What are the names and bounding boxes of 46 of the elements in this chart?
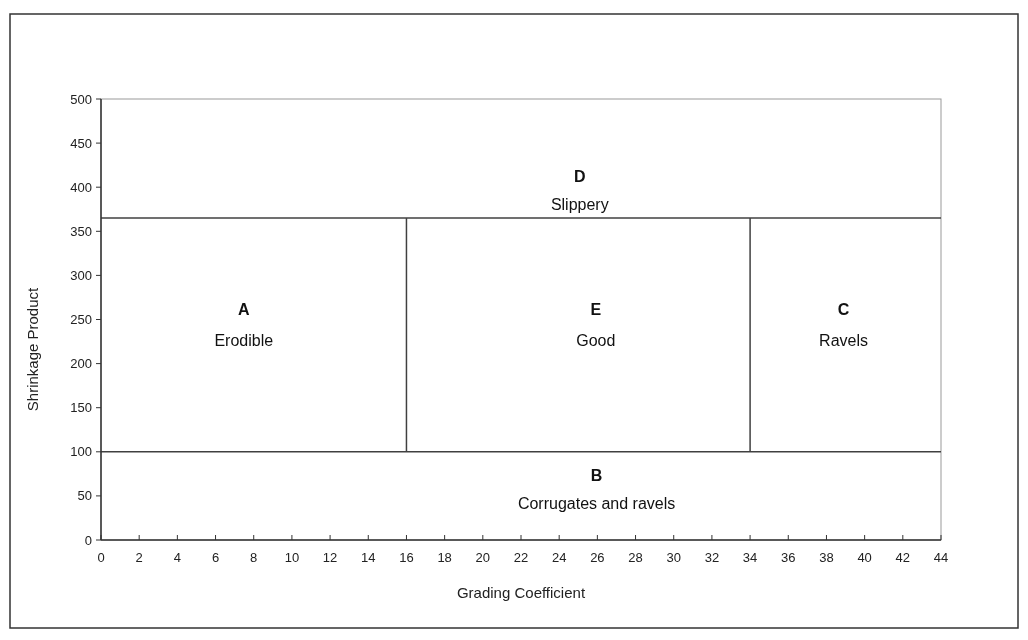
y-tick-label: 150 xyxy=(70,400,92,416)
x-tick-label: 40 xyxy=(857,550,872,565)
x-tick-label: 8 xyxy=(250,550,258,565)
x-tick-label: 10 xyxy=(284,550,300,565)
x-tick-label: 6 xyxy=(211,550,220,565)
x-tick-label: 18 xyxy=(437,550,452,565)
annotation: Erodible xyxy=(214,332,274,350)
x-tick-label: 22 xyxy=(513,550,529,565)
y-tick-label: 200 xyxy=(70,356,92,372)
x-tick-label: 20 xyxy=(475,550,491,565)
annotation: Ravels xyxy=(819,332,869,350)
y-tick-label: 350 xyxy=(70,223,92,239)
x-tick-label: 0 xyxy=(97,550,105,565)
x-tick-label: 16 xyxy=(399,550,414,565)
annotation: B xyxy=(590,467,603,485)
x-tick-label: 4 xyxy=(173,550,181,565)
y-tick-label: 0 xyxy=(84,532,92,548)
y-tick-label: 400 xyxy=(70,179,92,195)
y-tick-label: 500 xyxy=(70,91,92,107)
y-axis-title: Shrinkage Product xyxy=(24,286,41,412)
annotation: Corrugates and ravels xyxy=(517,494,676,512)
x-tick-label: 34 xyxy=(742,550,758,565)
x-tick-label: 26 xyxy=(590,550,605,565)
x-tick-label: 28 xyxy=(628,550,643,565)
x-tick-label: 32 xyxy=(704,550,720,565)
x-tick-label: 44 xyxy=(933,550,949,565)
y-tick-label: 300 xyxy=(70,267,92,283)
x-axis-title: Grading Coefficient xyxy=(456,584,586,601)
annotation: Good xyxy=(576,332,616,350)
x-tick-label: 24 xyxy=(551,550,567,565)
y-tick-label: 250 xyxy=(70,312,92,328)
x-tick-label: 38 xyxy=(819,550,834,565)
annotation: E xyxy=(590,300,602,318)
y-tick-label: 50 xyxy=(77,488,92,504)
x-tick-label: 36 xyxy=(781,550,796,565)
y-tick-label: 100 xyxy=(70,444,92,460)
x-tick-label: 12 xyxy=(322,550,338,565)
annotation: Slippery xyxy=(550,195,609,213)
x-tick-label: 42 xyxy=(895,550,911,565)
annotation: A xyxy=(238,300,251,318)
x-tick-label: 14 xyxy=(361,550,376,565)
y-tick-label: 450 xyxy=(70,135,92,151)
x-tick-label: 2 xyxy=(135,550,143,565)
annotation: D xyxy=(574,168,586,186)
x-tick-label: 30 xyxy=(666,550,681,565)
annotation: C xyxy=(837,300,850,318)
